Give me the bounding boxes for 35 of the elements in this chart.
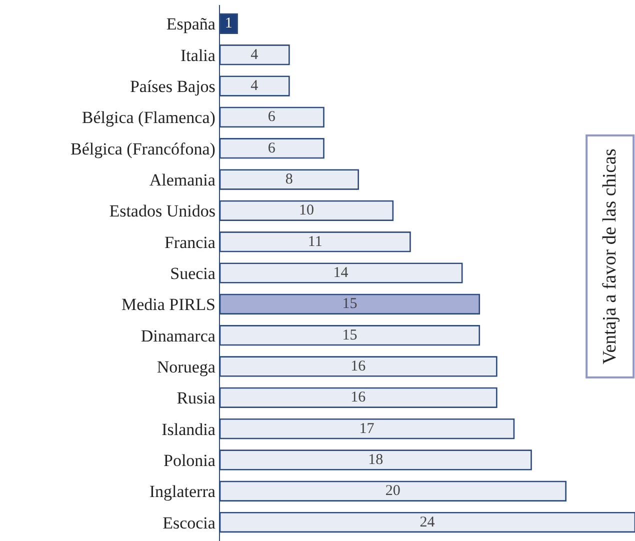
y-tick-label: Inglaterra: [149, 482, 216, 502]
y-tick-label: Media PIRLS: [121, 295, 216, 314]
data-label: 18: [368, 452, 384, 468]
y-tick-label: Dinamarca: [140, 326, 216, 346]
y-tick-label: Noruega: [156, 357, 216, 376]
data-label: 24: [420, 514, 436, 530]
data-label: 10: [298, 202, 314, 219]
data-label: 8: [285, 172, 293, 188]
y-tick-label: Alemania: [149, 170, 216, 190]
y-tick-label: Escocia: [162, 513, 216, 532]
data-label: 16: [350, 358, 366, 374]
data-label: 1: [224, 16, 232, 32]
data-label: 11: [308, 234, 322, 250]
data-label: 15: [342, 296, 358, 312]
y-tick-label: Suecia: [170, 264, 216, 283]
annotation: Ventaja a favor de las chicas: [600, 148, 621, 364]
data-label: 4: [250, 78, 259, 94]
y-tick-label: Países Bajos: [130, 76, 216, 96]
data-label: 4: [250, 46, 259, 63]
data-label: 16: [350, 390, 366, 406]
y-tick-label: Italia: [180, 46, 216, 65]
data-label: 6: [268, 109, 276, 126]
y-tick-label: España: [166, 14, 216, 34]
y-tick-label: Rusia: [176, 388, 216, 408]
y-tick-label: Polonia: [163, 450, 216, 470]
y-tick-label: Francia: [164, 232, 216, 252]
y-tick-label: Bélgica (Flamenca): [82, 108, 216, 128]
y-tick-label: Bélgica (Francófona): [70, 139, 216, 158]
data-label: 17: [359, 420, 375, 437]
data-label: 6: [268, 140, 276, 156]
y-tick-label: Islandia: [162, 420, 216, 439]
data-label: 15: [342, 327, 358, 344]
data-label: 20: [385, 483, 400, 500]
data-label: 14: [333, 265, 349, 281]
y-tick-label: Estados Unidos: [109, 202, 216, 221]
